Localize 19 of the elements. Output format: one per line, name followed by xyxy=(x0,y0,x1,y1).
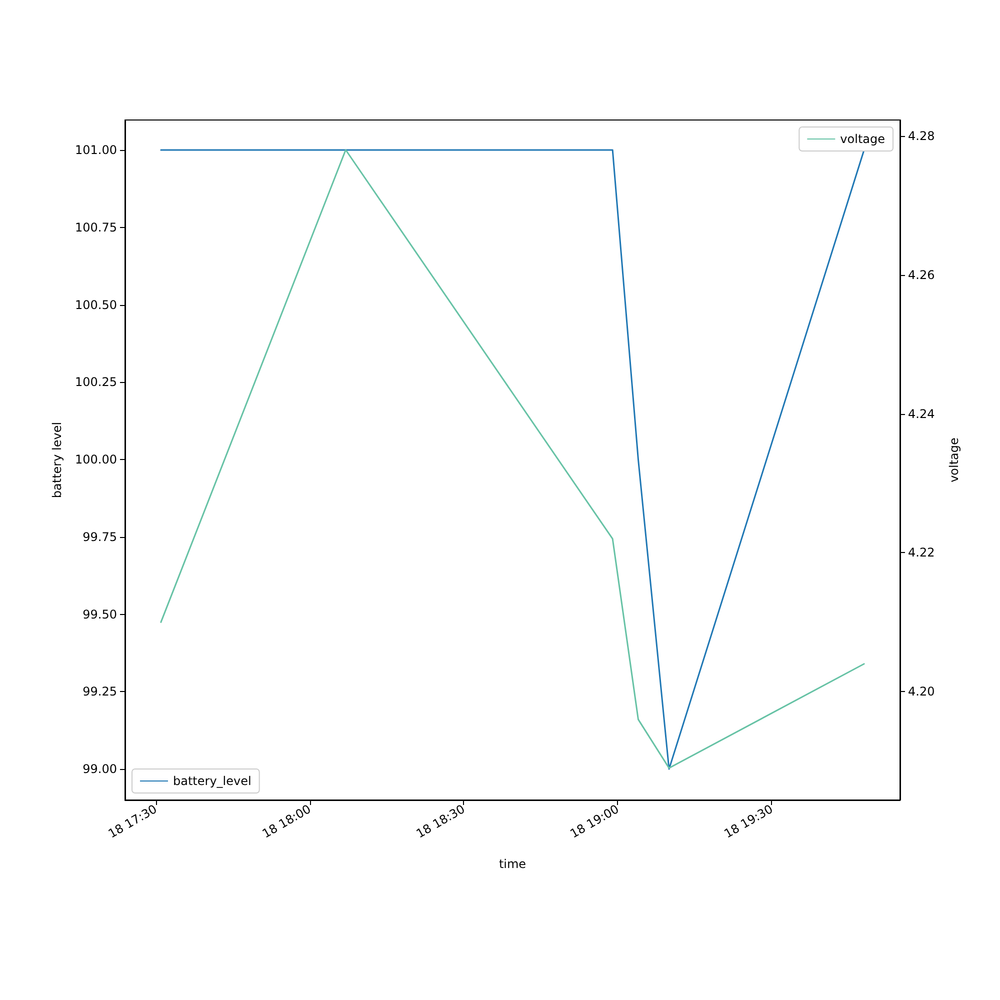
y-tick-label: 99.75 xyxy=(82,530,117,544)
y-axis-title: battery level xyxy=(50,422,64,498)
y2-tick-label: 4.28 xyxy=(908,128,935,143)
x-axis-title: time xyxy=(498,857,526,871)
y2-tick-label: 4.22 xyxy=(908,546,935,560)
y-tick-label: 100.75 xyxy=(75,220,117,234)
y2-tick-label: 4.20 xyxy=(908,684,935,699)
y-tick-label: 99.50 xyxy=(82,607,117,622)
legend-label: battery_level xyxy=(173,774,252,788)
y2-tick-label: 4.26 xyxy=(908,268,935,282)
y-tick-label: 100.50 xyxy=(75,298,117,312)
y-tick-label: 99.00 xyxy=(82,762,117,776)
y-tick-label: 100.25 xyxy=(75,375,117,390)
y2-axis-title: voltage xyxy=(947,438,961,482)
y-tick-label: 100.00 xyxy=(75,452,117,467)
y-tick-label: 99.25 xyxy=(82,684,117,699)
legend-label: voltage xyxy=(840,132,886,146)
y-tick-label: 101.00 xyxy=(75,143,117,158)
y2-tick-label: 4.24 xyxy=(908,406,935,421)
